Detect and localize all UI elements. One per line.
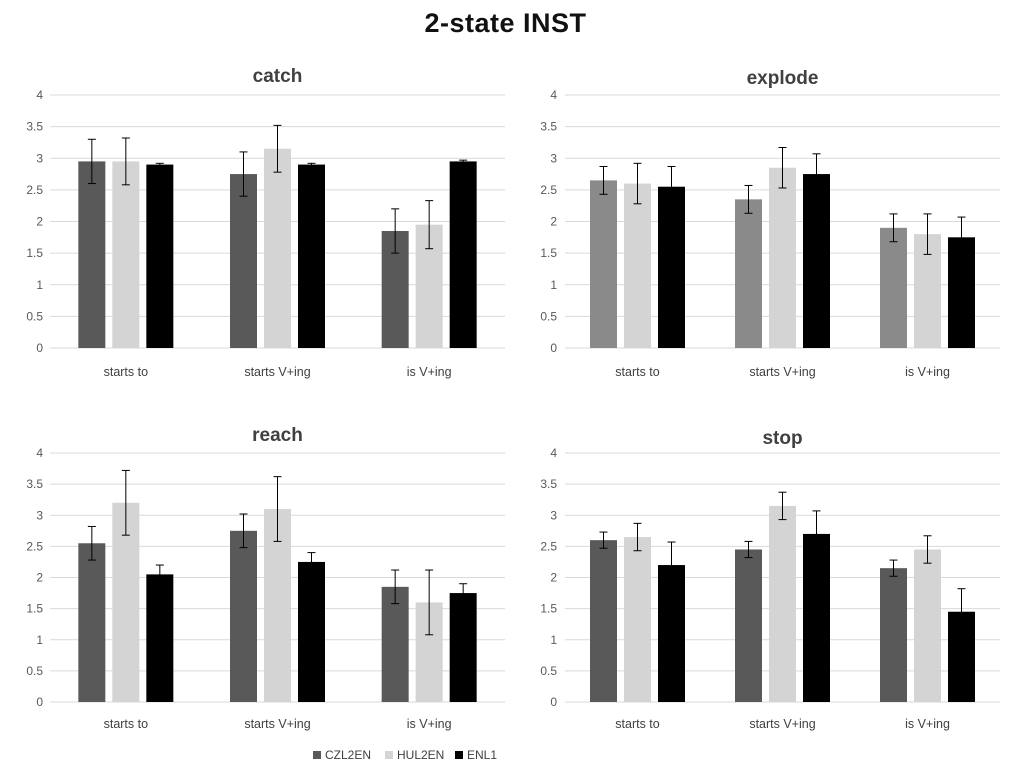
panel-title: reach [252,425,303,446]
bar-HUL2EN-2 [914,549,941,702]
y-tick-label: 0.5 [26,664,43,678]
bar-HUL2EN-0 [624,183,651,348]
y-tick-label: 1.5 [26,246,43,260]
x-category-label: starts to [104,365,149,379]
bar-CZL2EN-0 [590,180,617,348]
y-tick-label: 3.5 [540,120,557,134]
panel-explode: 0 0.5 1 1.5 2 2.5 3 3.5 4 explode starts to starts … [540,68,1000,379]
bar-CZL2EN-0 [78,543,106,702]
y-tick-label: 1 [36,633,43,647]
legend-label-HUL2EN: HUL2EN [397,748,444,762]
legend-swatch-ENL1 [455,751,463,759]
y-tick-label: 3.5 [26,120,43,134]
y-tick-label: 4 [36,88,43,102]
x-category-label: is V+ing [407,365,452,379]
bar-ENL1-1 [803,533,830,702]
panel-title: explode [747,68,819,89]
y-tick-label: 2 [36,215,43,229]
legend-swatch-HUL2EN [385,751,393,759]
y-tick-label: 0.5 [540,309,557,323]
y-tick-label: 1.5 [540,602,557,616]
bar-CZL2EN-1 [735,549,762,702]
bar-ENL1-2 [449,161,477,348]
bar-CZL2EN-1 [230,174,257,348]
legend: CZL2EN HUL2EN ENL1 [313,748,497,762]
y-tick-label: 1 [36,278,43,292]
x-category-label: starts V+ing [244,717,310,731]
x-category-label: starts to [615,365,660,379]
bar-HUL2EN-1 [264,148,291,348]
y-tick-label: 4 [36,446,43,460]
y-tick-label: 3 [550,151,557,165]
y-tick-label: 2 [550,215,557,229]
y-tick-label: 2.5 [540,183,557,197]
bar-CZL2EN-0 [590,540,617,702]
legend-label-ENL1: ENL1 [467,748,497,762]
y-tick-label: 2.5 [540,539,557,553]
y-tick-label: 0 [550,695,557,709]
y-tick-label: 1 [550,633,557,647]
bar-ENL1-0 [146,574,174,702]
legend-swatch-CZL2EN [313,751,321,759]
bar-HUL2EN-0 [112,161,140,348]
bar-ENL1-1 [298,561,325,702]
bar-ENL1-0 [146,164,174,348]
x-category-label: starts V+ing [749,717,815,731]
y-tick-label: 0 [36,695,43,709]
bar-CZL2EN-2 [880,227,907,348]
bar-ENL1-2 [449,593,477,702]
y-tick-label: 2.5 [26,539,43,553]
bar-ENL1-1 [298,164,325,348]
x-category-label: starts to [104,717,149,731]
y-tick-label: 1.5 [26,602,43,616]
panel-catch: 0 0.5 1 1.5 2 2.5 3 3.5 4 catch starts to starts V+… [26,66,505,379]
x-category-label: is V+ing [905,717,950,731]
x-category-label: starts V+ing [749,365,815,379]
figure-title: 2-state INST [424,8,587,38]
bar-CZL2EN-1 [230,530,257,702]
bar-HUL2EN-1 [769,167,796,348]
bar-HUL2EN-1 [769,505,796,702]
panel-title: stop [762,428,802,449]
y-tick-label: 3.5 [540,477,557,491]
panel-stop: 0 0.5 1 1.5 2 2.5 3 3.5 4 stop starts to starts V+i… [540,428,1000,731]
bar-ENL1-1 [803,174,830,348]
x-category-label: is V+ing [407,717,452,731]
x-category-label: starts to [615,717,660,731]
y-tick-label: 3.5 [26,477,43,491]
y-tick-label: 1.5 [540,246,557,260]
y-tick-label: 0.5 [540,664,557,678]
y-tick-label: 0.5 [26,309,43,323]
y-tick-label: 0 [36,341,43,355]
y-tick-label: 3 [36,508,43,522]
y-tick-label: 4 [550,446,557,460]
panel-title: catch [253,66,303,87]
bar-ENL1-0 [658,186,685,348]
bar-CZL2EN-1 [735,199,762,348]
bar-HUL2EN-0 [624,537,651,702]
bar-CZL2EN-0 [78,161,106,348]
x-category-label: is V+ing [905,365,950,379]
y-tick-label: 3 [36,151,43,165]
bar-CZL2EN-2 [381,586,409,702]
y-tick-label: 0 [550,341,557,355]
bar-CZL2EN-2 [880,568,907,702]
y-tick-label: 3 [550,508,557,522]
y-tick-label: 2.5 [26,183,43,197]
y-tick-label: 4 [550,88,557,102]
y-tick-label: 1 [550,278,557,292]
y-tick-label: 2 [36,571,43,585]
panel-reach: 0 0.5 1 1.5 2 2.5 3 3.5 4 reach starts to starts V+… [26,425,505,731]
legend-label-CZL2EN: CZL2EN [325,748,371,762]
x-category-label: starts V+ing [244,365,310,379]
chart-panels: 0 0.5 1 1.5 2 2.5 3 3.5 4 catch starts to starts V+… [26,66,1000,731]
bar-HUL2EN-0 [112,502,140,702]
y-tick-label: 2 [550,571,557,585]
